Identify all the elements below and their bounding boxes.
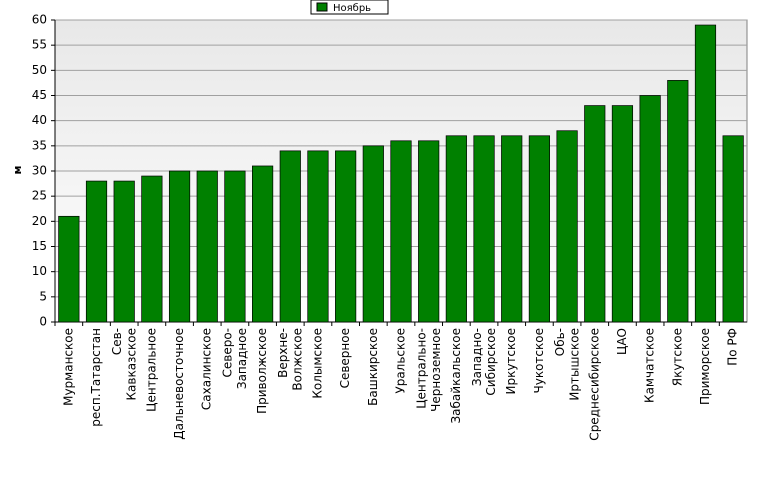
y-tick-label: 40 [32, 113, 47, 127]
x-tick-label: Колымское [310, 328, 324, 399]
x-tick-label: Приволжское [255, 328, 269, 414]
bar [113, 180, 135, 323]
x-tick-label: Забайкальское [449, 328, 463, 424]
bar [307, 150, 329, 323]
bar [168, 170, 191, 323]
x-tick-label: Якутское [670, 328, 684, 386]
bar [418, 140, 440, 323]
bar [279, 150, 301, 323]
y-tick-label: 50 [32, 63, 47, 77]
x-tick-label: Западно-Сибирское [469, 328, 497, 396]
y-axis-label: м [11, 166, 24, 175]
y-tick-label: 25 [32, 189, 47, 203]
y-tick-label: 15 [32, 239, 47, 253]
bar [473, 135, 495, 323]
x-tick-label: Башкирское [366, 328, 380, 406]
bar [58, 215, 80, 323]
bar [611, 105, 634, 323]
y-tick-label: 55 [32, 38, 47, 52]
x-tick-label: Обь-Иртышское [552, 328, 580, 401]
bar [556, 130, 578, 323]
bar [141, 175, 163, 323]
bar [667, 80, 689, 323]
y-tick-label: 35 [32, 138, 47, 152]
bar [362, 145, 384, 323]
bar [252, 165, 274, 323]
bar [722, 135, 744, 323]
bar [390, 140, 412, 323]
x-tick-label: Северо-Западное [220, 328, 248, 389]
bar [196, 170, 218, 323]
bar [335, 150, 357, 323]
x-tick-label: Среднесибирское [587, 328, 601, 441]
x-tick-label: Иркутское [504, 328, 518, 395]
x-tick-label: Центрально-Черноземное [414, 328, 442, 412]
x-tick-label: Сахалинское [200, 328, 214, 410]
x-tick-label: Центральное [144, 328, 158, 412]
bar [501, 135, 523, 323]
bar [85, 180, 108, 323]
bar [224, 170, 246, 323]
x-tick-label: Приморское [698, 328, 712, 405]
y-tick-label: 20 [32, 214, 47, 228]
x-tick-label: Северное [338, 328, 352, 388]
y-tick-label: 0 [39, 315, 47, 329]
y-tick-label: 5 [39, 289, 47, 303]
bar [528, 135, 550, 323]
legend-swatch [316, 2, 328, 12]
x-tick-label: Сев-Кавказское [110, 328, 138, 401]
x-tick-label: ЦАО [615, 328, 629, 355]
x-tick-label: Уральское [394, 328, 408, 394]
y-tick-label: 30 [32, 164, 47, 178]
bar [584, 105, 606, 323]
bar [445, 135, 467, 323]
x-tick-label: респ.Татарстан [89, 328, 103, 427]
legend: Ноябрь [310, 0, 389, 15]
x-tick-label: Дальневосточное [172, 328, 186, 440]
x-tick-label: По РФ [726, 328, 740, 366]
bar [639, 95, 661, 323]
x-tick-label: Камчатское [643, 328, 657, 403]
x-tick-label: Мурманское [61, 328, 75, 406]
x-tick-label: Верхне-Волжское [276, 328, 304, 391]
y-tick-label: 60 [32, 13, 47, 27]
y-tick-label: 10 [32, 264, 47, 278]
legend-label: Ноябрь [333, 3, 371, 14]
x-tick-label: Чукотское [532, 328, 546, 393]
legend-box [310, 0, 389, 15]
bar [694, 24, 717, 323]
y-tick-label: 45 [32, 88, 47, 102]
